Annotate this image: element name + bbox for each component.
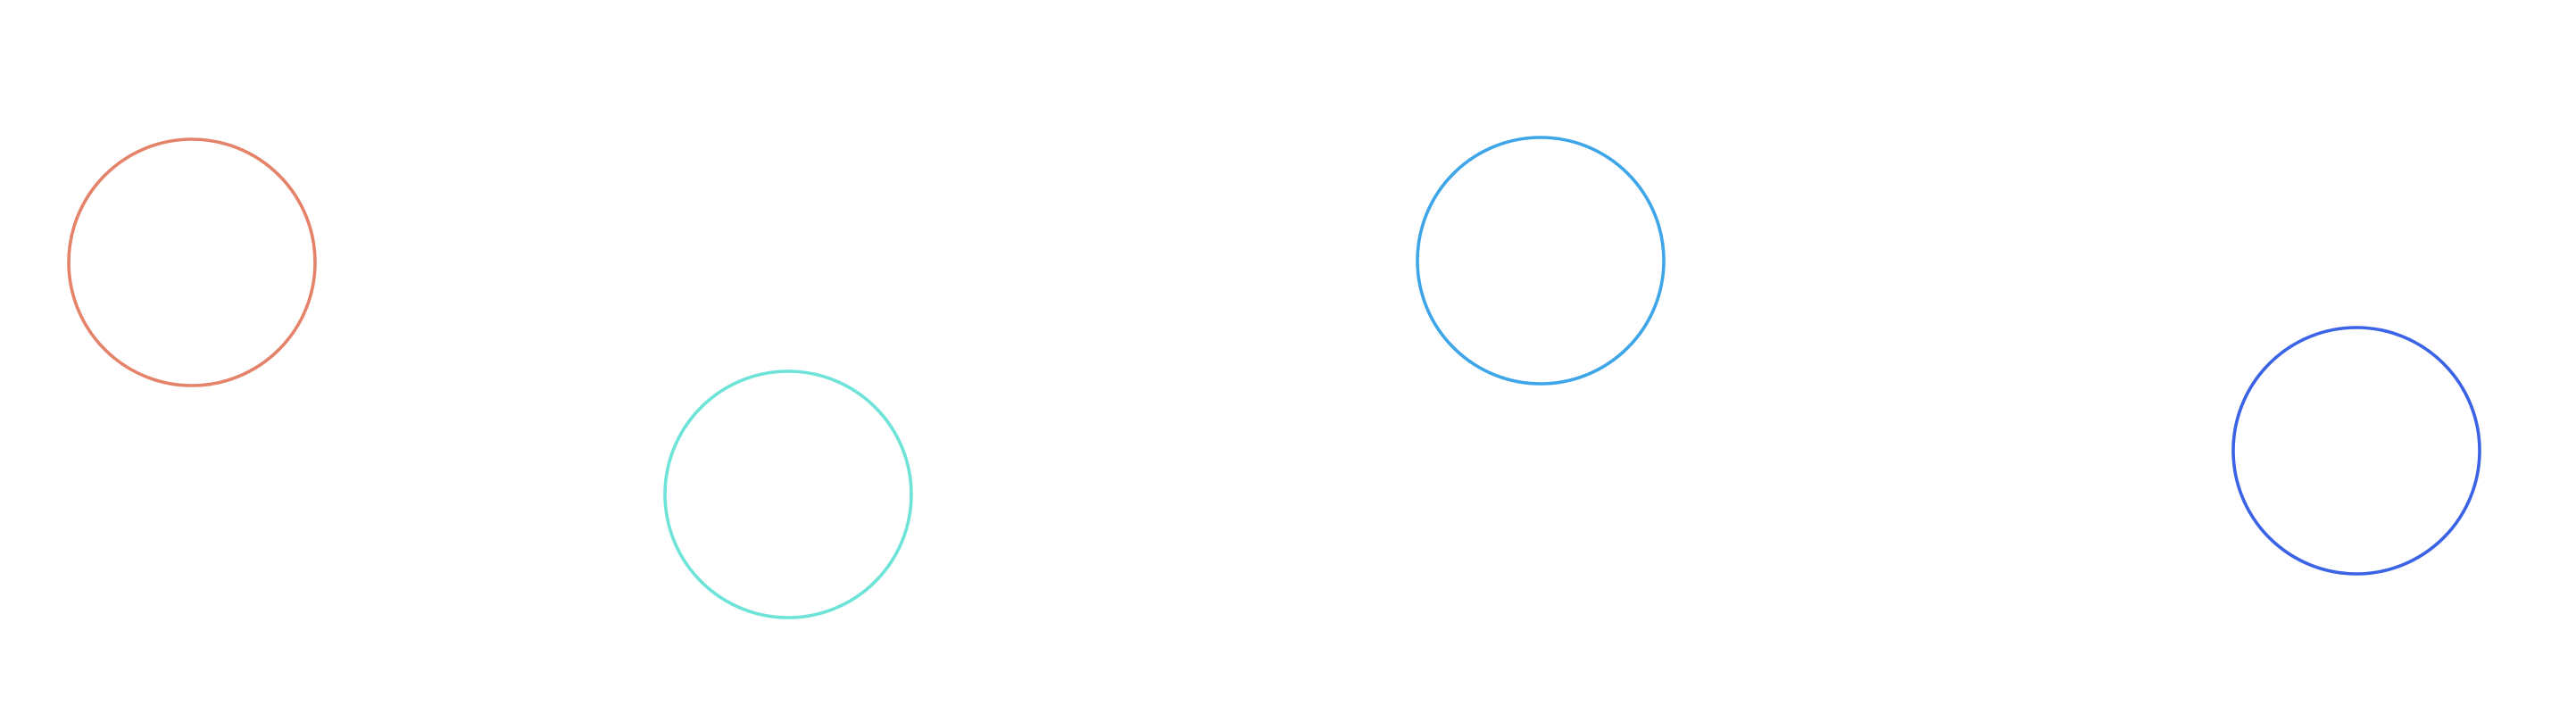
circle-royal-blue [2231,326,2481,576]
circle-sky-blue [1416,136,1666,386]
circle-coral [67,137,317,387]
circle-turquoise [663,369,913,619]
